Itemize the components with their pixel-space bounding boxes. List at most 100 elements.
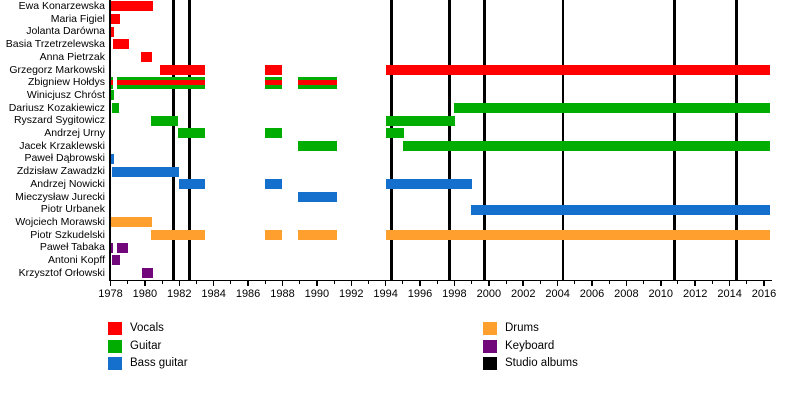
legend-item-guitar: Guitar [108, 339, 308, 354]
timeline-bar-guitar [112, 102, 120, 113]
guitar-stripe [110, 84, 114, 89]
x-axis-major-tick [728, 281, 731, 286]
member-label: Winicjusz Chróst [26, 88, 105, 101]
member-label: Maria Figiel [50, 12, 105, 25]
x-axis-major-tick [144, 281, 146, 286]
x-axis-major-tick [419, 281, 421, 286]
legend-swatch-bass [108, 357, 122, 370]
y-axis-line [109, 0, 111, 280]
legend-swatch-keyboard [483, 339, 497, 353]
guitar-stripe [265, 76, 283, 81]
timeline-bar-bass [110, 153, 114, 164]
timeline-bar-drums [150, 230, 206, 241]
member-label: Andrzej Nowicki [30, 177, 105, 190]
timeline-bar-vocals-guitar [265, 76, 283, 89]
legend-swatch-drums [483, 322, 497, 335]
timeline-bar-drums [297, 230, 337, 241]
x-axis-minor-tick [677, 281, 679, 284]
guitar-stripe [297, 84, 337, 89]
legend-swatch-vocals [108, 322, 122, 335]
x-axis-minor-tick [127, 281, 129, 284]
x-axis-minor-tick [574, 281, 576, 284]
timeline-bar-keyboard [117, 242, 128, 253]
x-axis-minor-tick [746, 281, 748, 284]
legend-item-drums: Drums [483, 322, 683, 336]
timeline-bar-vocals-guitar [297, 76, 337, 89]
timeline-bar-guitar [110, 90, 114, 101]
timeline-bar-drums [265, 230, 283, 241]
x-axis-major-tick [212, 281, 215, 286]
legend-swatch-album [483, 357, 497, 370]
timeline-bar-vocals [385, 64, 770, 75]
x-tick-label: 2008 [614, 287, 639, 300]
x-tick-label: 2000 [476, 287, 502, 300]
guitar-stripe [297, 76, 337, 81]
legend-item-album: Studio albums [483, 357, 683, 371]
x-axis-minor-tick [367, 281, 369, 284]
studio-album-line [390, 0, 393, 280]
timeline-bar-drums [110, 217, 152, 228]
legend-item-keyboard: Keyboard [483, 339, 683, 354]
studio-album-line [188, 0, 191, 280]
timeline-bar-vocals [110, 26, 114, 37]
x-tick-label: 2010 [648, 287, 674, 300]
member-label: Zdzisław Zawadzki [16, 165, 105, 178]
x-axis-minor-tick [539, 281, 541, 284]
timeline-bar-keyboard [142, 268, 153, 279]
legend-label: Drums [505, 322, 539, 334]
timeline-bar-guitar [297, 141, 337, 152]
x-tick-label: 1994 [373, 287, 398, 300]
x-axis-minor-tick [230, 281, 232, 284]
vocals-stripe [117, 80, 206, 85]
x-tick-label: 1992 [339, 287, 364, 300]
x-axis-minor-tick [608, 281, 610, 284]
x-axis-major-tick [694, 281, 696, 286]
member-label: Grzegorz Markowski [9, 63, 105, 76]
timeline-bar-bass [179, 179, 206, 190]
timeline-bar-guitar [385, 115, 456, 126]
legend-label: Vocals [130, 322, 164, 334]
timeline-bar-drums [385, 230, 770, 241]
member-label: Ewa Konarzewska [18, 0, 105, 12]
x-tick-label: 2016 [751, 287, 777, 300]
guitar-stripe [110, 76, 114, 81]
x-axis-minor-tick [402, 281, 404, 284]
legend-label: Guitar [130, 339, 162, 352]
member-label: Paweł Dąbrowski [24, 152, 105, 165]
timeline-bar-bass [265, 179, 283, 190]
member-label: Ryszard Sygitowicz [13, 114, 105, 127]
legend-label: Studio albums [505, 357, 578, 369]
timeline-bar-vocals [110, 14, 120, 25]
member-label: Basia Trzetrzelewska [5, 38, 105, 51]
timeline-bar-vocals [160, 64, 206, 75]
x-axis-minor-tick [299, 281, 301, 284]
timeline-bar-guitar [402, 141, 770, 152]
guitar-stripe [117, 84, 206, 89]
x-axis-minor-tick [264, 281, 266, 284]
legend-item-bass: Bass guitar [108, 357, 308, 371]
x-tick-label: 2006 [579, 287, 605, 300]
member-label: Anna Pietrzak [39, 50, 105, 63]
x-axis-major-tick [488, 281, 490, 286]
x-axis-minor-tick [161, 281, 163, 284]
x-tick-label: 2004 [545, 287, 570, 300]
x-axis-major-tick [763, 281, 765, 286]
timeline-bar-vocals-guitar [110, 76, 114, 89]
x-axis-major-tick [350, 281, 352, 286]
timeline-bar-bass [385, 179, 473, 190]
x-axis-minor-tick [711, 281, 713, 284]
studio-album-line [561, 0, 565, 280]
timeline-bar-keyboard [112, 255, 120, 266]
x-tick-label: 1986 [235, 287, 261, 300]
x-axis-minor-tick [195, 281, 197, 284]
x-axis-line [109, 279, 772, 281]
member-label: Dariusz Kozakiewicz [8, 101, 105, 114]
x-tick-label: 2012 [682, 287, 708, 300]
x-axis-major-tick [591, 281, 593, 286]
timeline-bar-bass [470, 204, 770, 215]
x-tick-label: 1978 [98, 287, 123, 300]
x-axis-major-tick [453, 281, 456, 286]
timeline-bar-keyboard [110, 242, 114, 253]
timeline-bar-guitar [454, 102, 770, 113]
timeline-bar-guitar [178, 128, 206, 139]
